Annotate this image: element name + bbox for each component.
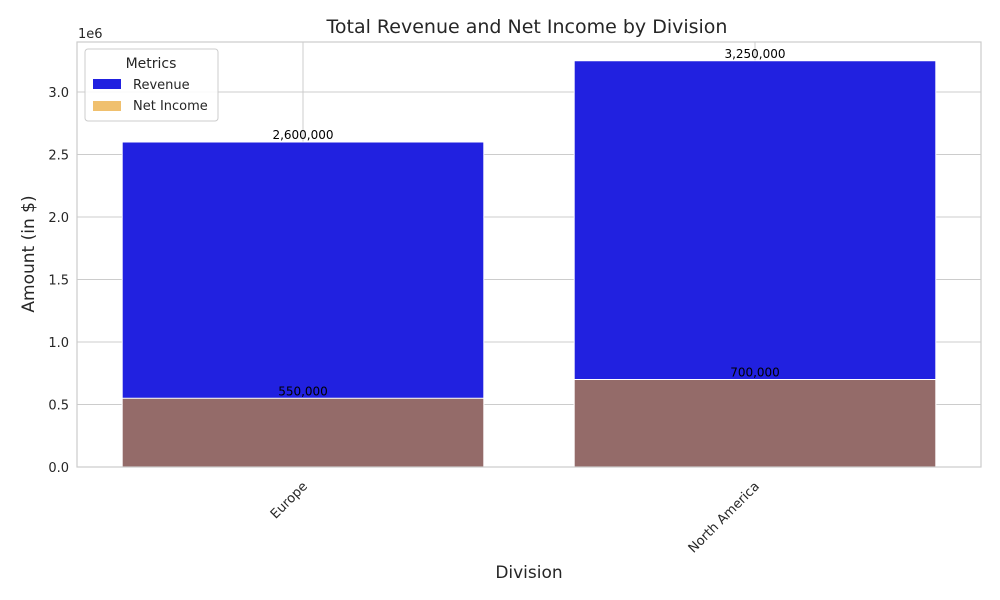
y-tick-label: 2.5 [48, 149, 69, 164]
bar-net-income [573, 379, 937, 468]
y-axis-label: Amount (in $) [19, 195, 39, 312]
bars [121, 60, 937, 468]
y-axis-scale-factor: 1e6 [78, 27, 103, 42]
data-label-revenue: 2,600,000 [272, 128, 333, 142]
y-tick-label: 2.0 [48, 211, 69, 226]
legend-label-net-income: Net Income [133, 99, 208, 114]
x-tick-label: North America [686, 479, 763, 556]
legend-title: Metrics [126, 56, 177, 72]
chart-title: Total Revenue and Net Income by Division [326, 16, 728, 38]
plot-frame [76, 41, 982, 468]
y-tick-label: 3.0 [48, 86, 69, 101]
y-tick-label: 0.0 [48, 461, 69, 476]
y-tick-label: 0.5 [48, 399, 69, 414]
data-label-revenue: 3,250,000 [724, 47, 785, 61]
y-tick-label: 1.5 [48, 274, 69, 289]
x-axis-label: Division [495, 563, 562, 583]
data-label-net-income: 550,000 [278, 384, 328, 398]
y-axis-ticks: 0.0 0.5 1.0 1.5 2.0 2.5 3.0 [48, 86, 69, 476]
legend: Metrics Revenue Net Income [84, 48, 219, 122]
x-axis-ticks: Europe North America [268, 479, 763, 556]
y-tick-label: 1.0 [48, 336, 69, 351]
legend-swatch-revenue [93, 79, 121, 89]
legend-swatch-net-income [93, 101, 121, 111]
bar-net-income [121, 397, 485, 468]
x-tick-label: Europe [268, 479, 311, 522]
data-labels: 2,600,000 550,000 3,250,000 700,000 [272, 47, 785, 399]
legend-label-revenue: Revenue [133, 78, 190, 93]
data-label-net-income: 700,000 [730, 366, 780, 380]
